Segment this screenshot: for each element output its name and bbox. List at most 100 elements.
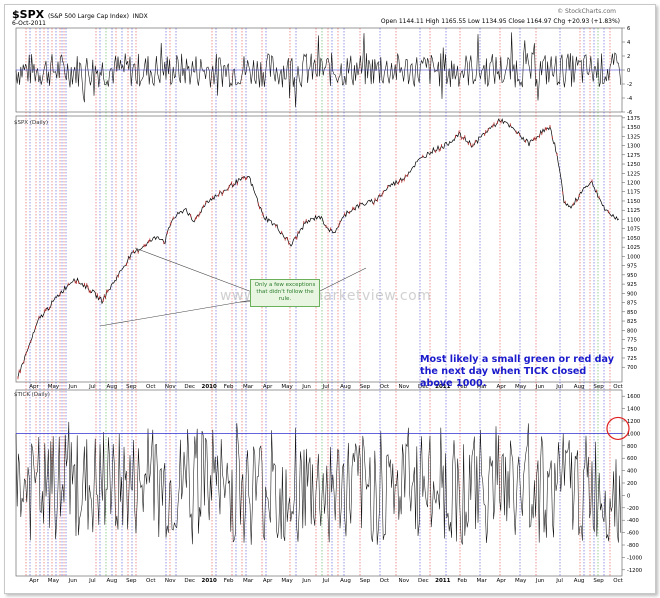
osc-ylabel-6: -6 (627, 110, 632, 116)
price-xlabel-13: May (281, 384, 293, 390)
tick-ylabel-14: -1200 (627, 568, 642, 574)
tick-ylabel-0: 1600 (627, 394, 640, 400)
tick-ylabel-3: 1000 (627, 431, 640, 437)
price-xlabel-20: Dec (418, 384, 429, 390)
tick-xlabel-29: Sep (593, 578, 604, 584)
price-xlabel-5: Sep (126, 384, 137, 390)
price-xlabel-10: Feb (224, 384, 234, 390)
price-ylabel-6: 1225 (627, 171, 640, 177)
price-xlabel-11: Mar (243, 384, 254, 390)
price-xlabel-0: Apr (29, 384, 39, 390)
osc-series-line (15, 32, 622, 108)
price-ylabel-4: 1275 (627, 153, 640, 159)
tick-xlabel-11: Mar (243, 578, 254, 584)
tick-xlabel-28: Aug (574, 578, 585, 584)
price-ylabel-13: 1050 (627, 236, 640, 242)
price-xlabel-27: Jul (555, 384, 563, 390)
tick-ylabel-9: -200 (627, 506, 639, 512)
price-ylabel-21: 850 (627, 310, 637, 316)
exceptions-callout: Only a few exceptions that didn't follow… (250, 279, 320, 307)
panel-box-1 (15, 115, 623, 383)
copyright: © StockCharts.com (557, 8, 616, 15)
chart-date: 6-Oct-2011 (12, 20, 46, 27)
price-xlabel-28: Aug (574, 384, 585, 390)
price-xlabel-21: 2011 (435, 384, 450, 390)
price-down-bars (17, 120, 609, 380)
price-ylabel-7: 1200 (627, 181, 640, 187)
tick-xlabel-20: Dec (418, 578, 429, 584)
tick-ylabel-2: 1200 (627, 419, 640, 425)
tick-xlabel-25: May (515, 578, 527, 584)
symbol: $SPX (12, 8, 45, 21)
tick-panel-label: $TICK (Daily) (14, 392, 50, 398)
tick-xlabel-12: Apr (263, 578, 273, 584)
price-ylabel-23: 800 (627, 328, 637, 334)
price-ylabel-8: 1175 (627, 190, 640, 196)
tick-xlabel-18: Oct (380, 578, 390, 584)
pointer-line-3 (317, 267, 367, 293)
tick-xlabel-24: Apr (496, 578, 506, 584)
price-xlabel-3: Jul (88, 384, 96, 390)
price-xlabel-23: Mar (477, 384, 488, 390)
tick-xlabel-3: Jul (88, 578, 96, 584)
price-xlabel-14: Jun (301, 384, 311, 390)
price-ylabel-18: 925 (627, 282, 637, 288)
tick-xlabel-7: Nov (165, 578, 176, 584)
price-ylabel-10: 1125 (627, 208, 640, 214)
tick-ylabel-10: -400 (627, 518, 639, 524)
price-xlabel-24: Apr (496, 384, 506, 390)
price-xlabel-4: Aug (106, 384, 117, 390)
tick-ylabel-13: -1000 (627, 555, 642, 561)
tick-xlabel-17: Sep (360, 578, 371, 584)
tick-xlabel-8: Dec (184, 578, 195, 584)
tick-xlabel-22: Feb (457, 578, 467, 584)
quote-line: Open 1144.11 High 1165.55 Low 1134.95 Cl… (380, 18, 620, 25)
price-ylabel-0: 1375 (627, 116, 640, 122)
tick-xlabel-19: Nov (398, 578, 409, 584)
tick-xlabel-16: Aug (340, 578, 351, 584)
highlight-circle (606, 416, 630, 441)
tick-ylabel-12: -800 (627, 543, 639, 549)
osc-ylabel-0: 6 (627, 26, 630, 32)
tick-ylabel-4: 800 (627, 444, 637, 450)
price-ylabel-17: 950 (627, 273, 637, 279)
pointer-line-1 (134, 247, 253, 293)
tick-xlabel-13: May (281, 578, 293, 584)
tick-xlabel-23: Mar (477, 578, 488, 584)
price-ylabel-15: 1000 (627, 254, 640, 260)
osc-ylabel-2: 2 (627, 54, 630, 60)
tick-xlabel-4: Aug (106, 578, 117, 584)
price-ylabel-22: 825 (627, 319, 637, 325)
tick-ylabel-7: 200 (627, 481, 637, 487)
price-ylabel-1: 1350 (627, 125, 640, 131)
tick-xlabel-5: Sep (126, 578, 137, 584)
tick-ylabel-5: 600 (627, 456, 637, 462)
exchange: INDX (132, 13, 148, 20)
price-xlabel-16: Aug (340, 384, 351, 390)
price-xlabel-15: Jul (322, 384, 330, 390)
tick-ylabel-8: 0 (627, 493, 630, 499)
tick-xlabel-27: Jul (555, 578, 563, 584)
price-xlabel-1: May (48, 384, 60, 390)
tick-ylabel-11: -600 (627, 531, 639, 537)
price-xlabel-26: Jun (535, 384, 545, 390)
price-xlabel-18: Oct (380, 384, 390, 390)
price-xlabel-29: Sep (593, 384, 604, 390)
tick-xlabel-2: Jun (68, 578, 78, 584)
price-ylabel-3: 1300 (627, 144, 640, 150)
osc-ylabel-4: -2 (627, 82, 632, 88)
price-xlabel-25: May (515, 384, 527, 390)
tick-xlabel-21: 2011 (435, 578, 450, 584)
price-xlabel-7: Nov (165, 384, 176, 390)
price-xlabel-8: Dec (184, 384, 195, 390)
price-ylabel-16: 975 (627, 264, 637, 270)
tick-xlabel-1: May (48, 578, 60, 584)
tick-xlabel-14: Jun (301, 578, 311, 584)
osc-ylabel-5: -4 (627, 96, 633, 102)
price-xlabel-30: Oct (613, 384, 623, 390)
price-xlabel-2: Jun (68, 384, 78, 390)
osc-ylabel-3: 0 (627, 68, 630, 74)
tick-series-line (15, 421, 622, 545)
tick-xlabel-9: 2010 (202, 578, 217, 584)
